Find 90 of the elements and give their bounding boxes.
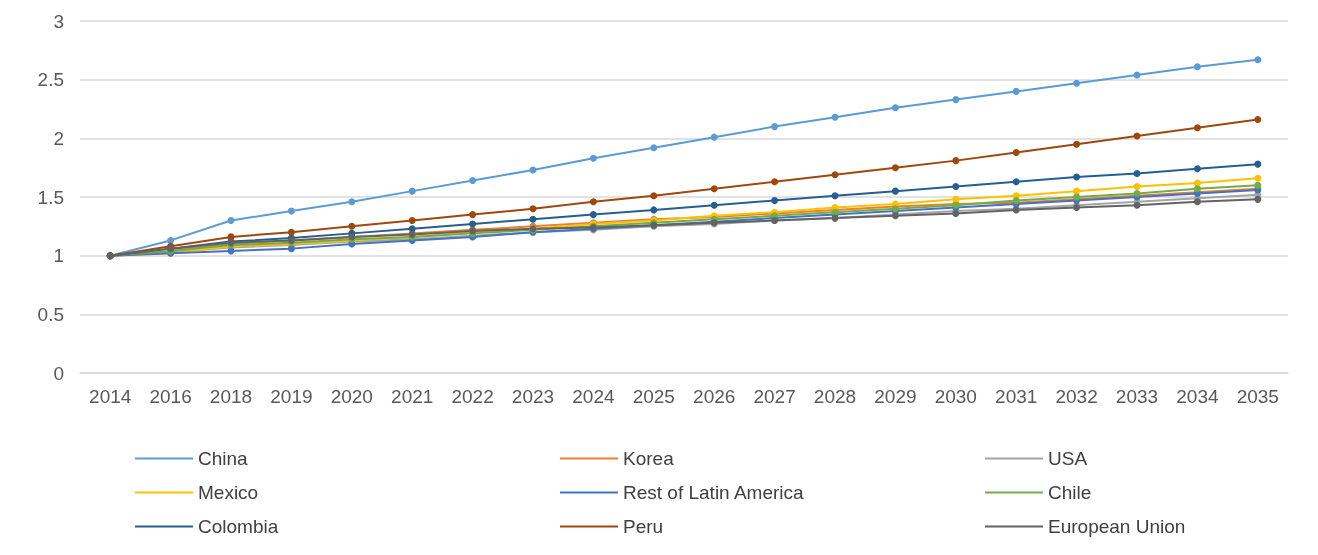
legend-label: USA	[1048, 448, 1088, 469]
x-tick-label: 2029	[874, 386, 917, 407]
point	[1012, 178, 1020, 186]
x-tick-label: 2025	[632, 386, 675, 407]
point	[589, 198, 597, 206]
point	[1254, 195, 1262, 203]
point	[650, 192, 658, 200]
point	[589, 211, 597, 219]
point	[227, 216, 235, 224]
legend-label: European Union	[1048, 516, 1186, 537]
point	[469, 177, 477, 185]
legend-label: Peru	[623, 516, 664, 537]
x-tick-label: 2022	[451, 386, 494, 407]
point	[408, 216, 416, 224]
point	[1254, 160, 1262, 168]
x-tick-label: 2019	[270, 386, 313, 407]
point	[529, 215, 537, 223]
point	[771, 123, 779, 131]
point	[1012, 87, 1020, 95]
point	[710, 133, 718, 141]
point	[287, 245, 295, 253]
point	[1254, 116, 1262, 124]
point	[469, 220, 477, 228]
point	[1193, 165, 1201, 173]
legend-label: China	[198, 448, 249, 469]
point	[650, 206, 658, 214]
legend-label: Rest of Latin America	[623, 482, 805, 503]
x-tick-label: 2032	[1055, 386, 1098, 407]
point	[771, 178, 779, 186]
point	[1254, 174, 1262, 182]
x-tick-label: 2028	[813, 386, 857, 407]
x-tick-label: 2027	[753, 386, 796, 407]
point	[1133, 182, 1141, 190]
x-tick-label: 2023	[511, 386, 555, 407]
point	[1254, 56, 1262, 64]
x-tick-label: 2034	[1176, 386, 1219, 407]
point	[1073, 79, 1081, 87]
point	[469, 211, 477, 219]
y-tick-label: 0.5	[37, 303, 64, 325]
point	[650, 144, 658, 152]
point	[529, 205, 537, 213]
point	[891, 164, 899, 172]
point	[287, 228, 295, 236]
legend-label: Mexico	[198, 482, 259, 503]
y-tick-label: 2.5	[37, 69, 64, 91]
y-tick-label: 1	[53, 245, 64, 267]
x-tick-label: 2018	[209, 386, 253, 407]
point	[1073, 173, 1081, 181]
x-tick-label: 2035	[1236, 386, 1279, 407]
point	[1193, 63, 1201, 71]
point	[1193, 124, 1201, 132]
x-tick-label: 2031	[995, 386, 1038, 407]
point	[348, 198, 356, 206]
x-tick-label: 2014	[89, 386, 132, 407]
point	[952, 157, 960, 165]
point	[831, 171, 839, 179]
point	[710, 185, 718, 193]
x-tick-label: 2016	[149, 386, 192, 407]
point	[952, 182, 960, 190]
y-tick-label: 0	[53, 362, 64, 384]
point	[1193, 179, 1201, 187]
point	[287, 207, 295, 215]
point	[831, 192, 839, 200]
point	[408, 187, 416, 195]
point	[1254, 181, 1262, 189]
point	[891, 104, 899, 112]
y-tick-label: 2	[53, 127, 64, 149]
point	[1193, 198, 1201, 206]
x-tick-label: 2030	[934, 386, 977, 407]
legend-label: Korea	[623, 448, 675, 469]
point	[771, 197, 779, 205]
legend-label: Chile	[1048, 482, 1092, 503]
point	[952, 96, 960, 104]
point	[1073, 140, 1081, 148]
point	[891, 187, 899, 195]
y-tick-label: 1.5	[37, 186, 64, 208]
point	[348, 222, 356, 230]
point	[1012, 148, 1020, 156]
x-tick-label: 2020	[330, 386, 373, 407]
x-tick-label: 2033	[1115, 386, 1159, 407]
legend-label: Colombia	[198, 516, 279, 537]
point	[831, 113, 839, 121]
point	[710, 201, 718, 209]
point	[167, 236, 175, 244]
point	[1133, 170, 1141, 178]
x-tick-label: 2026	[693, 386, 736, 407]
point	[589, 154, 597, 162]
x-tick-label: 2021	[391, 386, 434, 407]
y-tick-label: 3	[53, 10, 64, 32]
x-tick-label: 2024	[572, 386, 615, 407]
